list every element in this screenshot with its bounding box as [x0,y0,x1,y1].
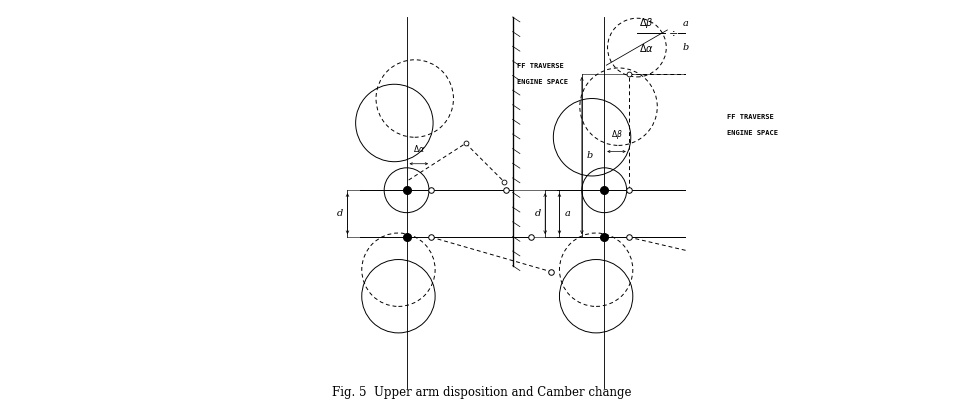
Text: Fig. 5  Upper arm disposition and Camber change: Fig. 5 Upper arm disposition and Camber … [333,386,631,398]
Text: $\Delta\beta$: $\Delta\beta$ [639,16,654,30]
Text: d: d [535,209,541,218]
Text: a: a [683,19,688,28]
Text: $\div$: $\div$ [668,28,679,38]
Text: b: b [587,151,593,160]
Text: $\Delta\beta$: $\Delta\beta$ [610,128,623,142]
Text: $\Delta\alpha$: $\Delta\alpha$ [413,143,425,153]
Text: a: a [564,209,571,218]
Text: $\Delta\alpha$: $\Delta\alpha$ [639,42,654,54]
Text: ENGINE SPACE: ENGINE SPACE [727,130,778,136]
Text: ENGINE SPACE: ENGINE SPACE [517,79,568,85]
Text: FF TRAVERSE: FF TRAVERSE [517,63,563,69]
Text: FF TRAVERSE: FF TRAVERSE [727,114,773,120]
Text: d: d [337,209,343,218]
Text: b: b [683,43,689,52]
